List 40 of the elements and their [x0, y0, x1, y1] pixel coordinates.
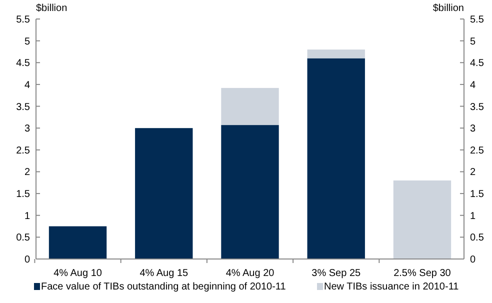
y-tick-label: 3	[24, 124, 30, 135]
y2-tick-label: 2.5	[470, 145, 484, 156]
y-tick-label: 0	[24, 254, 30, 266]
x-tick-label: 2.5% Sep 30	[394, 268, 452, 279]
y-tick-label: 2	[24, 167, 30, 178]
y2-tick-label: 4.5	[470, 58, 484, 70]
y2-tick-label: 2	[470, 167, 476, 178]
y2-tick-label: 3.5	[470, 102, 484, 113]
y2-tick-label: 1	[470, 210, 476, 222]
x-tick-label: 4% Aug 10	[54, 268, 102, 279]
y-tick-label: 1	[24, 210, 30, 222]
y-tick-label: 3.5	[16, 102, 30, 113]
bar	[48, 226, 107, 259]
y-tick-label: 4	[24, 80, 30, 91]
y-tick-label: 4.5	[16, 58, 30, 70]
legend-label: New TIBs issuance in 2010-11	[324, 282, 460, 292]
bar	[307, 58, 365, 259]
y-axis-title: $billion	[36, 3, 68, 14]
y-tick-label: 0.5	[16, 232, 30, 244]
y-tick-label: 1.5	[16, 189, 30, 200]
y2-tick-label: 3	[470, 124, 476, 135]
y2-tick-label: 1.5	[470, 189, 484, 200]
y2-axis-title: $billion	[432, 3, 464, 14]
y2-tick-label: 0.5	[470, 232, 484, 244]
bar	[307, 50, 365, 58]
bar	[135, 128, 193, 259]
y2-tick-label: 4	[470, 80, 476, 91]
y2-tick-label: 5	[470, 36, 476, 48]
bar	[221, 125, 279, 259]
bar	[221, 88, 279, 126]
y-tick-label: 5	[24, 36, 30, 48]
bar	[393, 180, 452, 259]
y-tick-label: 2.5	[16, 145, 30, 156]
legend-label: Face value of TIBs outstanding at beginning of 2010-11	[41, 282, 286, 292]
y2-tick-label: 5.5	[470, 14, 484, 26]
x-tick-label: 4% Aug 20	[226, 268, 275, 279]
y2-tick-label: 0	[470, 254, 476, 266]
x-tick-label: 4% Aug 15	[140, 268, 189, 279]
x-tick-label: 3% Sep 25	[312, 268, 362, 279]
y-tick-label: 5.5	[16, 14, 30, 26]
